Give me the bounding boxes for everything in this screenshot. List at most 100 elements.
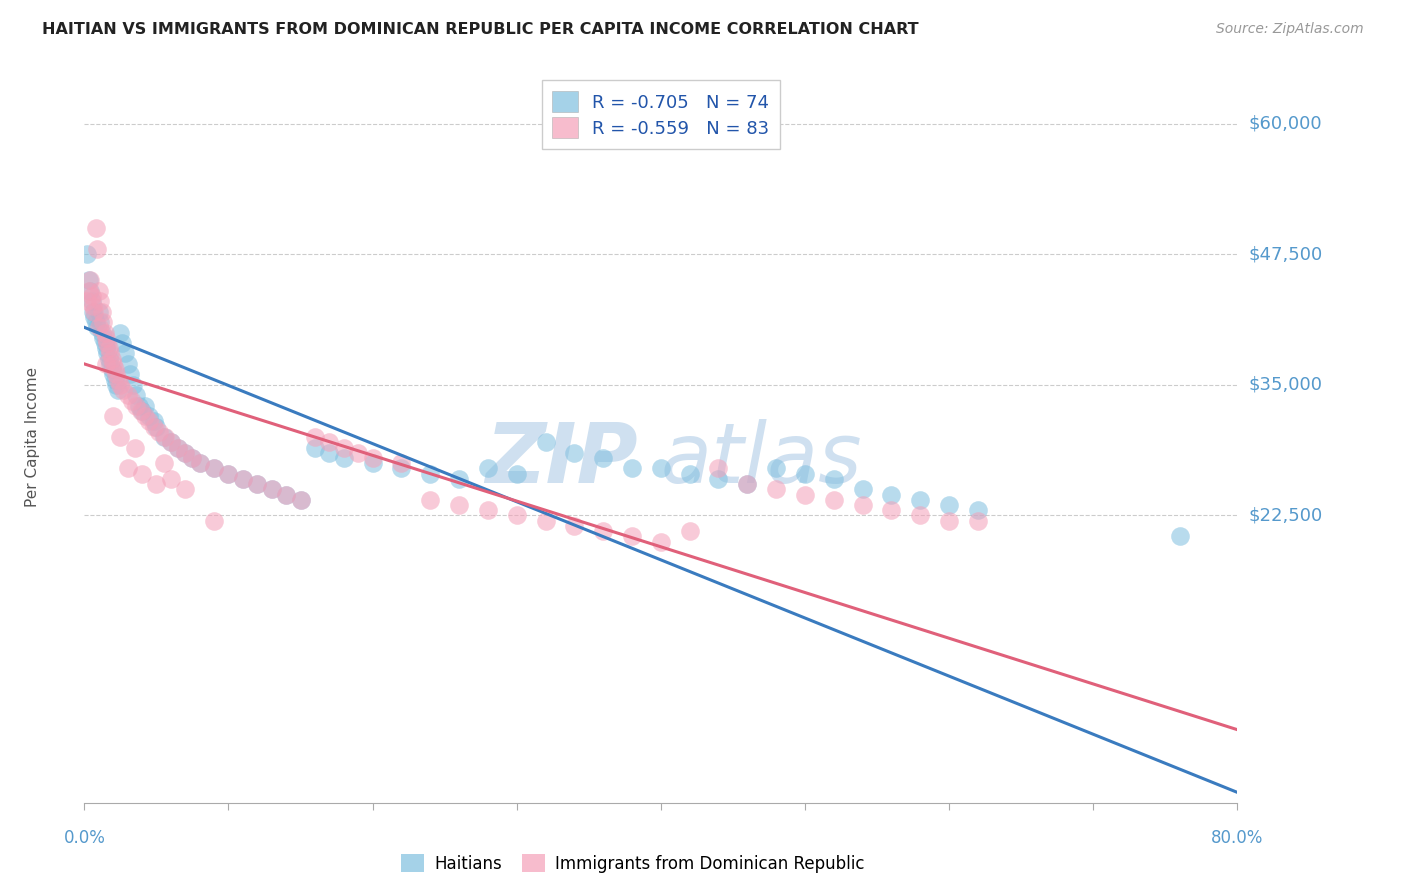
Point [111, 336, 134, 351]
Point [94, 357, 117, 371]
Point [114, 346, 136, 360]
Text: 0.0%: 0.0% [63, 829, 105, 847]
Point [246, 477, 269, 491]
Legend: R = -0.705   N = 74, R = -0.559   N = 83: R = -0.705 N = 74, R = -0.559 N = 83 [541, 80, 780, 149]
Point [678, 467, 700, 481]
Point [202, 514, 225, 528]
Text: $22,500: $22,500 [1249, 507, 1323, 524]
Point [217, 467, 239, 481]
Point [96, 346, 118, 360]
Point [737, 477, 759, 491]
Point [318, 435, 340, 450]
Point [110, 377, 132, 392]
Point [89, 294, 111, 309]
Point [562, 519, 586, 533]
Point [217, 467, 239, 481]
Point [678, 524, 700, 538]
Point [938, 514, 960, 528]
Point [765, 483, 787, 497]
Point [128, 399, 150, 413]
Point [145, 419, 167, 434]
Point [117, 357, 139, 371]
Point [121, 393, 143, 408]
Point [967, 503, 990, 517]
Point [880, 487, 903, 501]
Point [160, 472, 183, 486]
Point [318, 446, 340, 460]
Point [188, 456, 211, 470]
Point [534, 514, 557, 528]
Point [592, 450, 614, 465]
Text: Source: ZipAtlas.com: Source: ZipAtlas.com [1216, 22, 1364, 37]
Point [142, 419, 165, 434]
Point [124, 441, 146, 455]
Point [91, 331, 114, 345]
Point [361, 456, 384, 470]
Point [391, 456, 413, 470]
Point [84, 315, 107, 329]
Point [98, 357, 121, 371]
Point [707, 472, 730, 486]
Point [138, 414, 160, 428]
Point [562, 446, 586, 460]
Point [592, 524, 614, 538]
Text: 80.0%: 80.0% [1211, 829, 1264, 847]
Point [160, 435, 183, 450]
Point [82, 304, 104, 318]
Point [87, 304, 110, 318]
Point [98, 346, 121, 360]
Point [103, 368, 124, 382]
Point [77, 273, 100, 287]
Point [97, 341, 120, 355]
Point [84, 221, 107, 235]
Point [506, 508, 529, 523]
Point [1168, 529, 1191, 543]
Point [419, 467, 441, 481]
Point [79, 273, 101, 287]
Legend: Haitians, Immigrants from Dominican Republic: Haitians, Immigrants from Dominican Repu… [394, 847, 872, 880]
Point [650, 534, 672, 549]
Point [332, 441, 354, 455]
Point [361, 450, 384, 465]
Point [125, 399, 148, 413]
Point [823, 472, 845, 486]
Point [97, 351, 120, 366]
Point [93, 336, 115, 351]
Point [246, 477, 269, 491]
Point [86, 242, 108, 256]
Point [152, 456, 174, 470]
Point [793, 467, 815, 481]
Point [477, 461, 499, 475]
Point [174, 446, 197, 460]
Point [908, 492, 931, 507]
Point [104, 362, 127, 376]
Point [131, 404, 153, 418]
Point [852, 483, 875, 497]
Point [765, 461, 787, 475]
Point [104, 373, 127, 387]
Point [823, 492, 845, 507]
Point [232, 472, 254, 486]
Point [332, 450, 354, 465]
Point [793, 487, 815, 501]
Point [83, 310, 105, 324]
Point [148, 425, 170, 439]
Point [260, 483, 283, 497]
Point [145, 477, 167, 491]
Point [86, 320, 108, 334]
Point [107, 383, 129, 397]
Point [290, 492, 312, 507]
Text: $35,000: $35,000 [1249, 376, 1323, 394]
Point [80, 294, 103, 309]
Point [83, 304, 105, 318]
Point [100, 362, 122, 376]
Point [174, 446, 197, 460]
Point [91, 315, 114, 329]
Point [621, 529, 644, 543]
Point [650, 461, 672, 475]
Point [167, 441, 190, 455]
Point [304, 441, 326, 455]
Point [908, 508, 931, 523]
Text: $47,500: $47,500 [1249, 245, 1323, 263]
Point [202, 461, 225, 475]
